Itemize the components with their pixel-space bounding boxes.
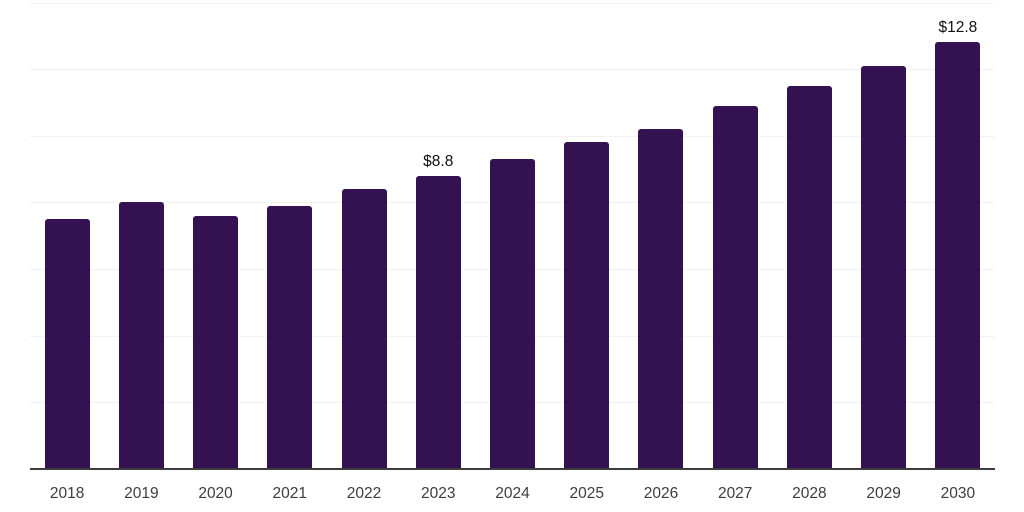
- x-tick-label-2024: 2024: [495, 485, 530, 502]
- x-tick-label-2030: 2030: [940, 485, 976, 502]
- x-tick-label-2023: 2023: [421, 485, 456, 502]
- gridline: [30, 2, 995, 4]
- bar-2026: [638, 129, 684, 469]
- x-tick-label-2029: 2029: [866, 485, 901, 502]
- bar-2020: [193, 215, 239, 469]
- bar-2022: [341, 189, 387, 469]
- bar-value-label-2023: $8.8: [423, 152, 454, 170]
- x-tick-label-2028: 2028: [792, 485, 827, 502]
- bar-2025: [564, 142, 610, 469]
- bar-2019: [118, 202, 164, 469]
- x-tick-label-2018: 2018: [49, 485, 85, 502]
- gridline: [30, 135, 995, 137]
- bar-2018: [44, 219, 90, 469]
- x-axis-line: [30, 468, 995, 470]
- x-tick-label-2021: 2021: [272, 485, 308, 502]
- bar-2024: [490, 159, 535, 469]
- bar-2029: [861, 65, 907, 469]
- x-tick-label-2027: 2027: [717, 485, 753, 502]
- x-tick-label-2025: 2025: [569, 485, 604, 502]
- bar-2023: [415, 175, 461, 469]
- bar-2030: [935, 42, 981, 469]
- gridline: [30, 69, 995, 71]
- bar-value-label-2030: $12.8: [938, 19, 978, 37]
- x-tick-label-2022: 2022: [346, 485, 382, 502]
- x-tick-label-2026: 2026: [643, 485, 679, 502]
- bar-2021: [267, 205, 313, 469]
- x-tick-label-2019: 2019: [124, 485, 159, 502]
- bar-2028: [786, 85, 832, 469]
- bar-2027: [712, 105, 758, 469]
- x-tick-label-2020: 2020: [198, 485, 233, 502]
